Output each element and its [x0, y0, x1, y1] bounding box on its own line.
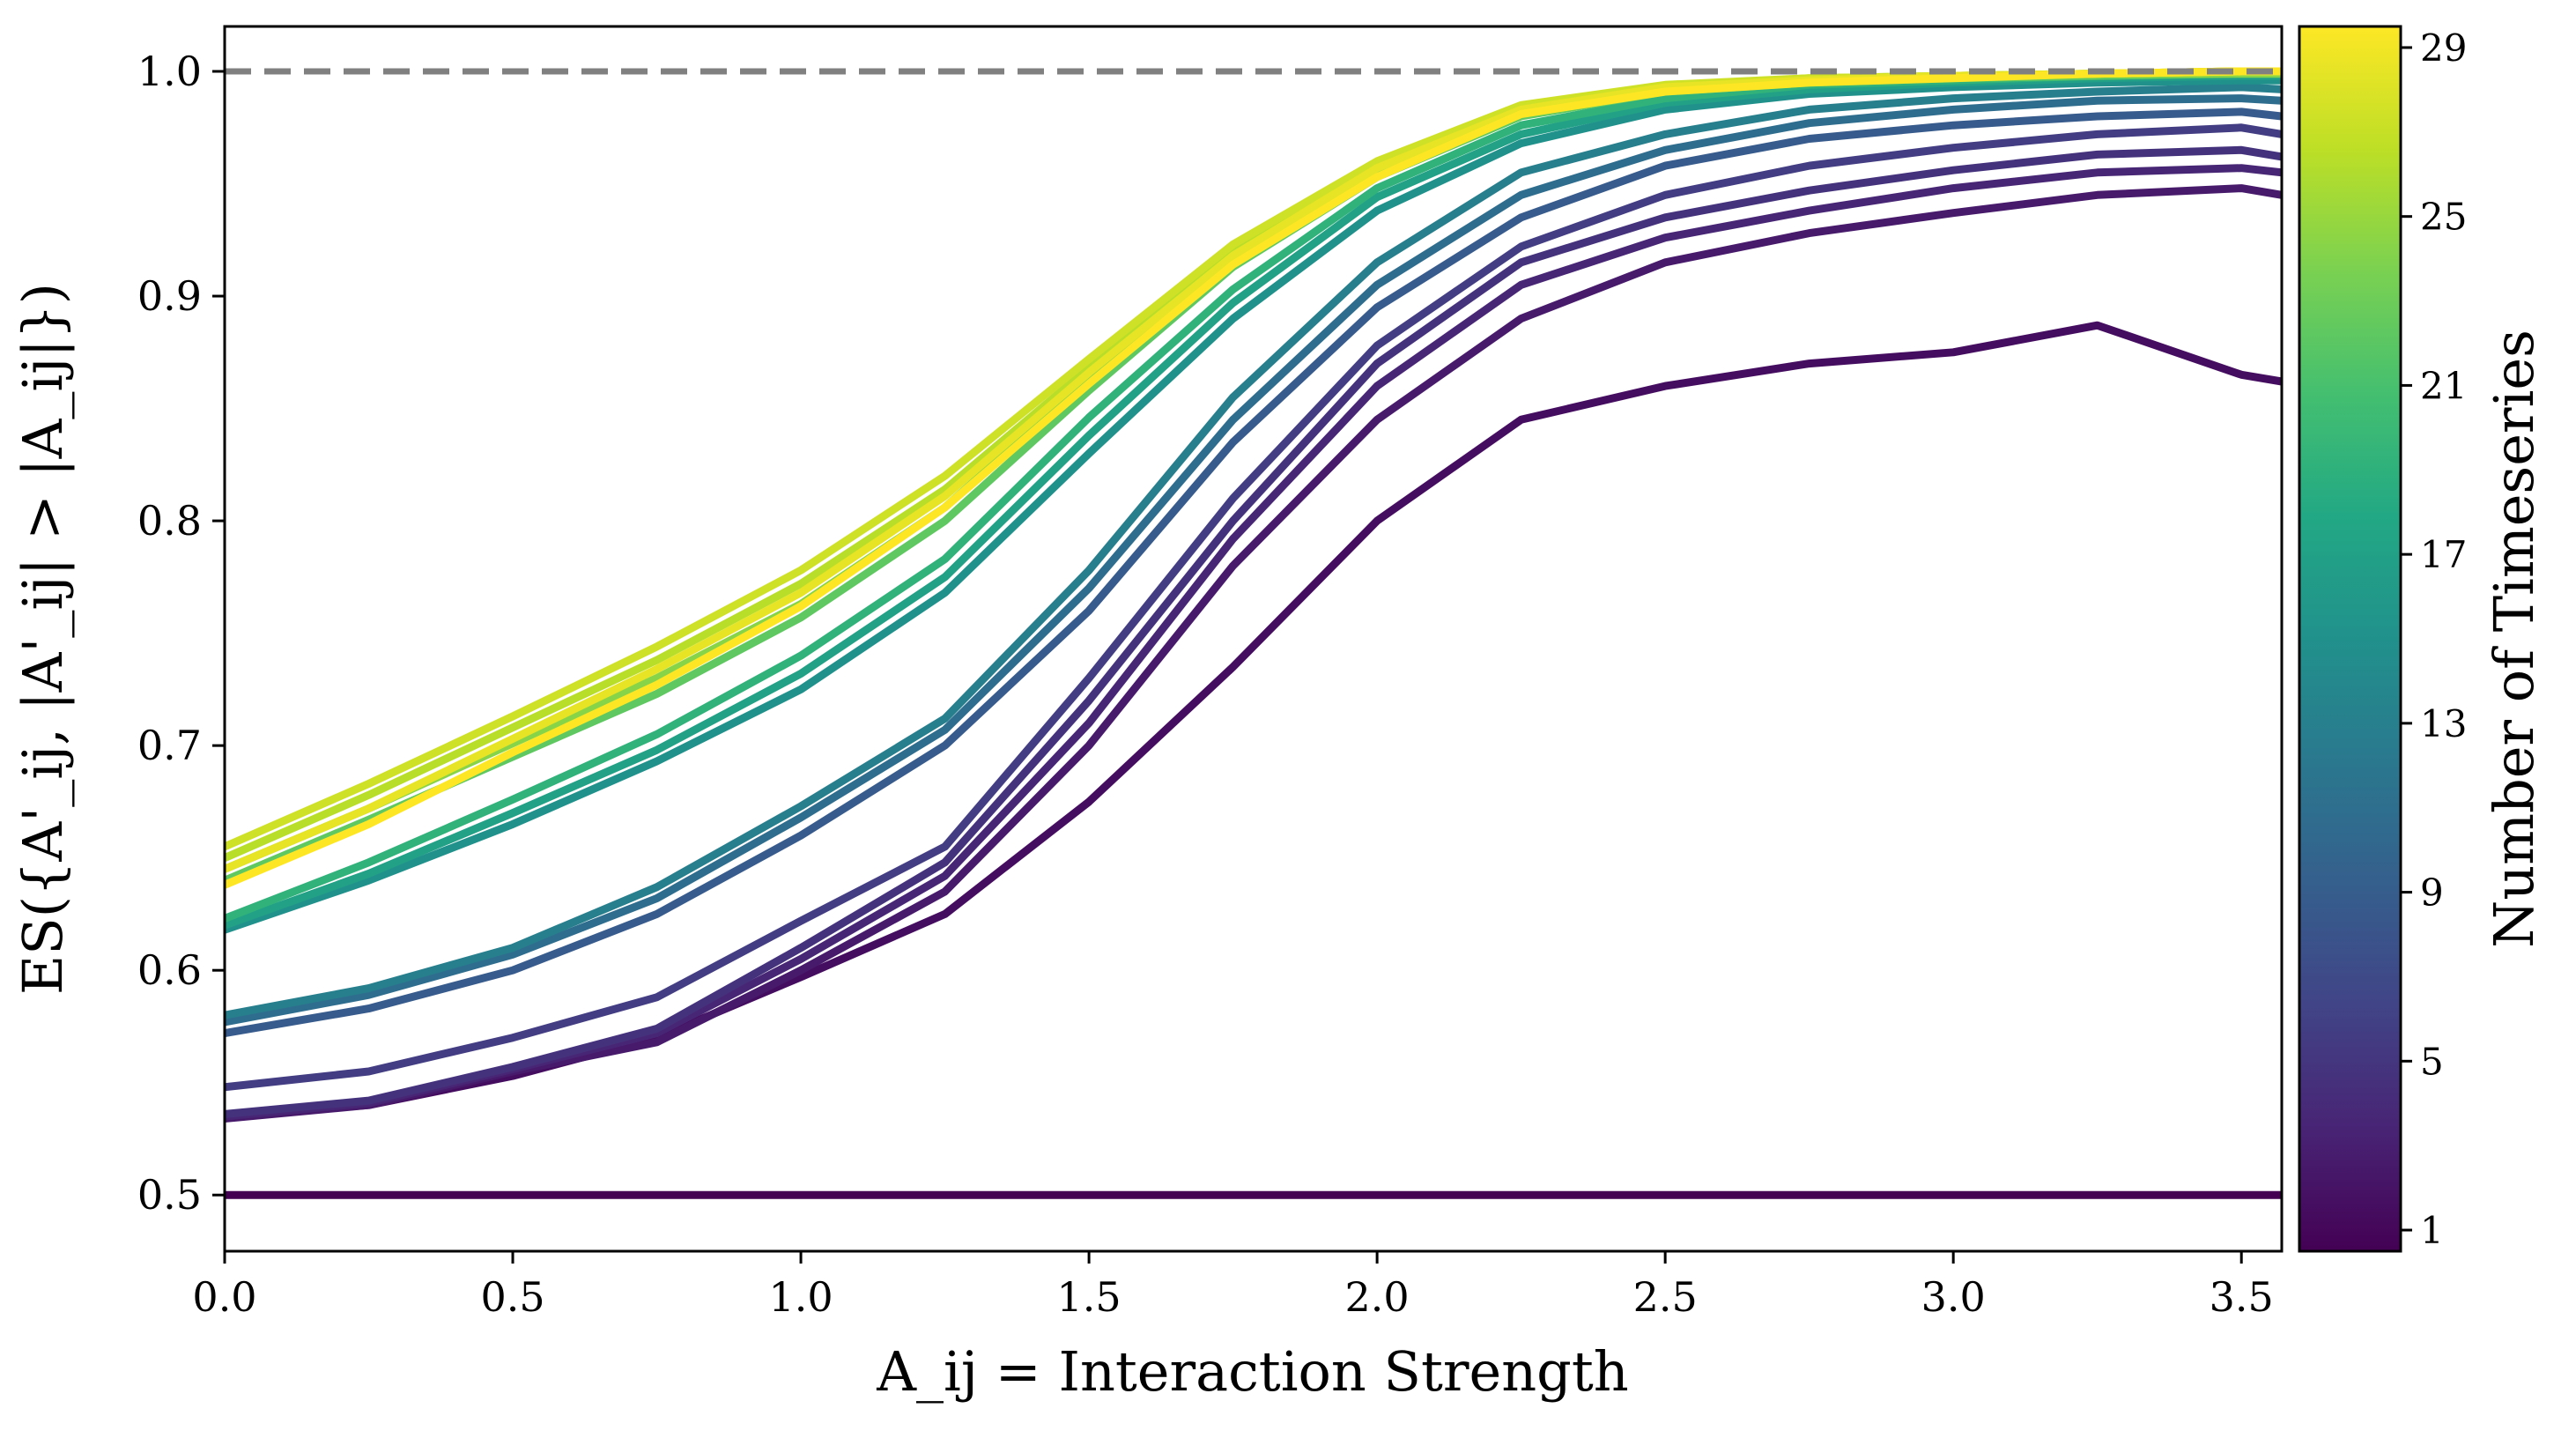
colorbar-tick-label: 1: [2420, 1209, 2444, 1252]
colorbar-tick-label: 9: [2420, 871, 2444, 915]
series-line-n13: [225, 83, 2282, 1019]
x-tick-label: 2.0: [1345, 1273, 1410, 1321]
series-line-n29: [225, 67, 2282, 889]
series-line-n3: [225, 184, 2282, 1123]
x-tick-label: 1.5: [1057, 1273, 1121, 1321]
colorbar: [2298, 25, 2402, 1253]
series-line-n11: [225, 94, 2282, 1027]
series-line-n15: [225, 76, 2282, 934]
y-tick-label: 0.7: [137, 722, 202, 769]
series-line-n6: [225, 123, 2282, 1092]
series-line-n5: [225, 145, 2282, 1118]
series-layer: [225, 67, 2282, 1199]
x-axis: 0.0 0.5 1.0 1.5 2.0 2.5 3.0 3.5: [192, 1251, 2274, 1321]
plot-frame: [223, 25, 2284, 1253]
colorbar-title: Number of Timeseries: [2482, 330, 2546, 948]
colorbar-tick-label: 13: [2420, 702, 2467, 745]
colorbar-ticks: 1 5 9 13 17 21 25 29: [2401, 26, 2467, 1252]
x-tick-label: 1.0: [768, 1273, 833, 1321]
colorbar-tick-label: 29: [2420, 26, 2467, 70]
x-tick-label: 3.5: [2210, 1273, 2274, 1321]
y-tick-label: 0.6: [137, 946, 202, 994]
y-axis: 0.5 0.6 0.7 0.8 0.9 1.0: [137, 48, 225, 1219]
y-tick-label: 0.9: [137, 272, 202, 320]
colorbar-tick-label: 25: [2420, 196, 2467, 239]
y-tick-label: 0.5: [137, 1171, 202, 1219]
x-tick-label: 3.0: [1921, 1273, 1986, 1321]
x-axis-title: A_ij = Interaction Strength: [876, 1339, 1628, 1404]
y-tick-label: 1.0: [137, 48, 202, 95]
y-axis-title: ES({A'_ij, |A'_ij| > |A_ij|}): [11, 283, 75, 995]
x-tick-label: 0.0: [192, 1273, 256, 1321]
series-line-n9: [225, 107, 2282, 1038]
colorbar-tick-label: 21: [2420, 364, 2467, 407]
colorbar-tick-label: 5: [2420, 1040, 2444, 1083]
x-tick-label: 0.5: [480, 1273, 544, 1321]
y-tick-label: 0.8: [137, 497, 202, 545]
x-tick-label: 2.5: [1633, 1273, 1698, 1321]
colorbar-tick-label: 17: [2420, 533, 2467, 576]
